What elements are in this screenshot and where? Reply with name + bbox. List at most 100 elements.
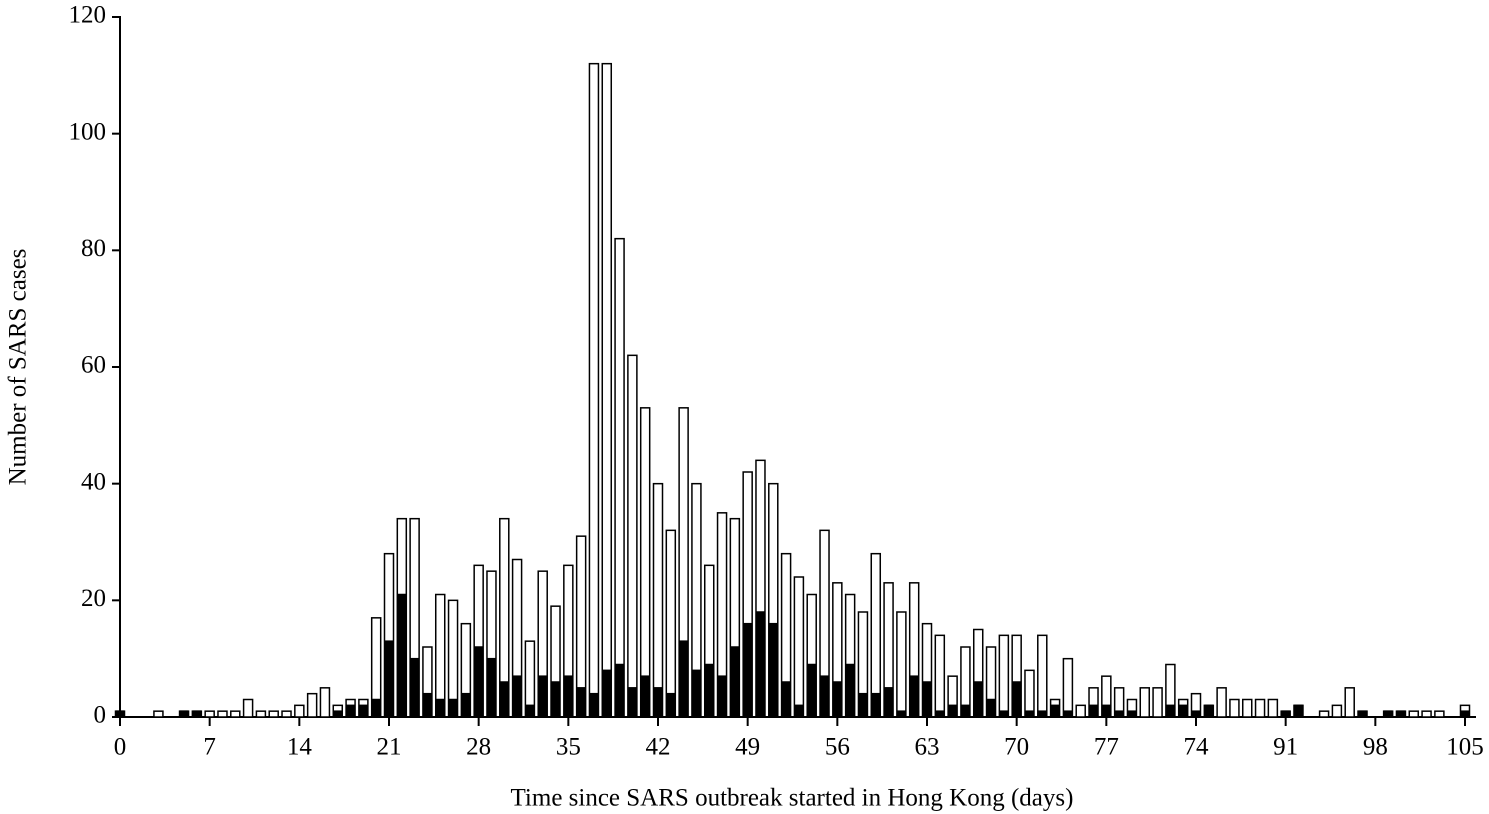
bar	[204, 710, 215, 718]
bar	[461, 692, 471, 718]
bar	[346, 704, 355, 718]
bar	[1267, 698, 1279, 718]
bar	[986, 698, 996, 718]
x-tick-label: 77	[1094, 734, 1119, 761]
bar	[1383, 710, 1393, 718]
x-tick-label: 74	[1184, 734, 1210, 761]
bar	[961, 704, 970, 718]
bar	[602, 669, 612, 718]
bar	[743, 622, 752, 718]
bar	[794, 704, 804, 718]
bar	[512, 675, 522, 718]
bar	[665, 529, 677, 718]
bar	[1396, 710, 1406, 718]
bar	[1178, 704, 1188, 718]
bar	[435, 698, 445, 718]
bar	[500, 681, 509, 718]
bar	[564, 675, 573, 718]
x-tick-label: 7	[203, 734, 216, 761]
bar	[588, 62, 600, 718]
bar	[115, 710, 125, 718]
bar	[666, 692, 676, 718]
bar	[934, 634, 946, 718]
bar	[704, 663, 714, 718]
x-tick-label: 0	[114, 734, 127, 761]
x-axis-title: Time since SARS outbreak started in Hong…	[511, 785, 1074, 812]
bar	[371, 698, 381, 718]
y-axis-title: Number of SARS cases	[5, 249, 32, 486]
bar	[1191, 710, 1201, 718]
bar	[359, 704, 368, 718]
bar	[153, 710, 164, 718]
bar	[1127, 710, 1137, 718]
bar	[1075, 704, 1086, 718]
x-tick-label: 35	[556, 734, 581, 761]
y-tick-label: 120	[69, 2, 107, 29]
bar	[448, 698, 458, 718]
x-tick-label: 49	[735, 734, 760, 761]
bar	[1358, 710, 1367, 718]
bar	[1166, 704, 1175, 718]
bar	[306, 692, 318, 718]
bar	[474, 646, 483, 718]
bar	[1408, 710, 1420, 718]
bar	[858, 692, 868, 718]
bar	[268, 710, 279, 718]
bar	[896, 611, 907, 718]
bar	[384, 640, 394, 718]
bar	[1421, 710, 1432, 718]
bar	[973, 681, 983, 718]
bar	[242, 698, 254, 718]
bar	[319, 687, 331, 718]
bar	[615, 663, 624, 718]
bar	[756, 611, 765, 718]
bar	[897, 710, 906, 718]
bar	[1012, 681, 1021, 718]
bar	[1254, 698, 1266, 718]
x-tick-label: 28	[466, 734, 491, 761]
bar	[1114, 710, 1124, 718]
bar	[1152, 687, 1163, 718]
bar	[255, 710, 267, 718]
y-tick-label: 40	[81, 468, 106, 495]
bar	[833, 681, 842, 718]
bar	[281, 710, 292, 718]
bar	[870, 552, 882, 718]
bar	[410, 657, 419, 718]
bar	[601, 62, 613, 718]
bar	[423, 692, 432, 718]
bar	[769, 622, 778, 718]
bar	[909, 675, 919, 718]
bar	[1294, 704, 1303, 718]
bar	[397, 593, 407, 718]
bar	[627, 354, 638, 718]
bar	[1102, 704, 1111, 718]
x-tick-label: 91	[1273, 734, 1298, 761]
bar	[1089, 704, 1098, 718]
bar	[1025, 710, 1034, 718]
bar	[294, 704, 305, 718]
y-tick-label: 80	[81, 235, 106, 262]
bar	[614, 237, 625, 718]
bar	[1331, 704, 1343, 718]
x-tick-label: 105	[1446, 734, 1484, 761]
bar	[487, 657, 496, 718]
bar	[948, 704, 957, 718]
y-tick-label: 100	[69, 118, 107, 145]
bar	[525, 704, 535, 718]
bar	[871, 692, 881, 718]
bar	[1434, 710, 1445, 718]
bar	[589, 692, 599, 718]
y-tick-label: 20	[81, 585, 106, 612]
bar	[576, 687, 586, 718]
bar	[1344, 687, 1355, 718]
bar	[333, 710, 343, 718]
bar	[192, 710, 202, 718]
bar	[1038, 710, 1047, 718]
bar	[1318, 710, 1330, 718]
bar	[1241, 698, 1253, 718]
bar	[1063, 710, 1073, 718]
bar	[935, 710, 945, 718]
bar	[1204, 704, 1214, 718]
